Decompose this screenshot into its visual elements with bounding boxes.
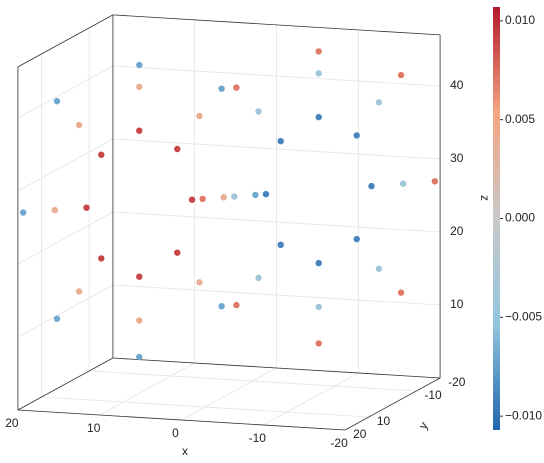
point (75, 288, 83, 295)
y-tick-label: 20 (353, 427, 367, 441)
y-tick-label: -10 (424, 388, 442, 402)
point (375, 99, 383, 106)
point (174, 249, 181, 256)
axis-line (17, 14, 114, 68)
y-tick-label: -20 (448, 375, 466, 389)
point (136, 273, 143, 280)
point (231, 193, 238, 200)
point (75, 121, 83, 129)
colorbar-tick-label: 0.000 (505, 211, 535, 225)
point (196, 279, 203, 286)
point (136, 317, 143, 324)
y-tick-label: 10 (377, 414, 391, 428)
point (375, 265, 383, 272)
point (233, 301, 240, 309)
x-tick-label: -20 (330, 436, 348, 450)
point (233, 84, 240, 91)
colorbar-tick-label: 0.010 (505, 13, 535, 27)
point (19, 209, 27, 216)
y-axis-label: y (416, 419, 431, 431)
point (51, 206, 59, 214)
point (315, 303, 322, 311)
point (255, 108, 262, 115)
grid-line (99, 362, 195, 416)
axis-line (17, 357, 114, 411)
point (53, 97, 61, 105)
grid-line (17, 211, 114, 265)
point (98, 255, 105, 262)
grid-line (181, 367, 277, 421)
point (218, 85, 225, 92)
colorbar (493, 7, 500, 430)
z-tick-label: 40 (450, 78, 464, 92)
point (218, 303, 225, 310)
point (315, 48, 322, 55)
z-tick-label: 10 (450, 297, 464, 311)
point (277, 137, 284, 145)
grid-line (41, 396, 369, 418)
grid-line (89, 370, 417, 392)
point (53, 315, 61, 322)
grid-line (17, 65, 114, 119)
point (196, 112, 203, 120)
point (277, 241, 284, 249)
point (136, 61, 143, 69)
x-tick-label: 20 (5, 416, 19, 430)
point (315, 113, 322, 121)
point (397, 289, 405, 296)
colorbar-tick-label: −0.005 (505, 310, 542, 324)
axis-line (17, 409, 346, 431)
colorbar-tick-label: 0.005 (505, 112, 535, 126)
point (255, 274, 262, 282)
grid-line (17, 138, 114, 192)
point (315, 259, 322, 267)
colorbar-tick-label: −0.010 (505, 408, 542, 422)
point (262, 190, 270, 198)
point (188, 196, 196, 203)
point (315, 340, 322, 347)
axis-line (344, 377, 441, 431)
point (315, 70, 322, 77)
point (98, 151, 105, 158)
point (174, 145, 181, 153)
z-axis-label: z (478, 195, 492, 201)
point (353, 235, 360, 243)
x-tick-label: 10 (87, 421, 101, 435)
point (136, 353, 143, 361)
point (136, 83, 143, 91)
x-axis-label: x (182, 444, 188, 458)
z-tick-label: 30 (450, 151, 464, 165)
point (136, 127, 143, 134)
point (397, 71, 405, 79)
point (199, 195, 206, 203)
grid-line (17, 284, 114, 338)
point (431, 178, 439, 185)
point (220, 194, 227, 201)
point (83, 204, 90, 211)
point (368, 182, 375, 190)
point (399, 180, 407, 187)
axis-line (112, 14, 441, 36)
point (353, 132, 360, 139)
axis-line (112, 357, 441, 379)
x-tick-label: -10 (249, 431, 267, 445)
grid-line (263, 372, 359, 426)
x-tick-label: 0 (172, 426, 179, 440)
point (252, 191, 259, 199)
z-tick-label: 20 (450, 224, 464, 238)
